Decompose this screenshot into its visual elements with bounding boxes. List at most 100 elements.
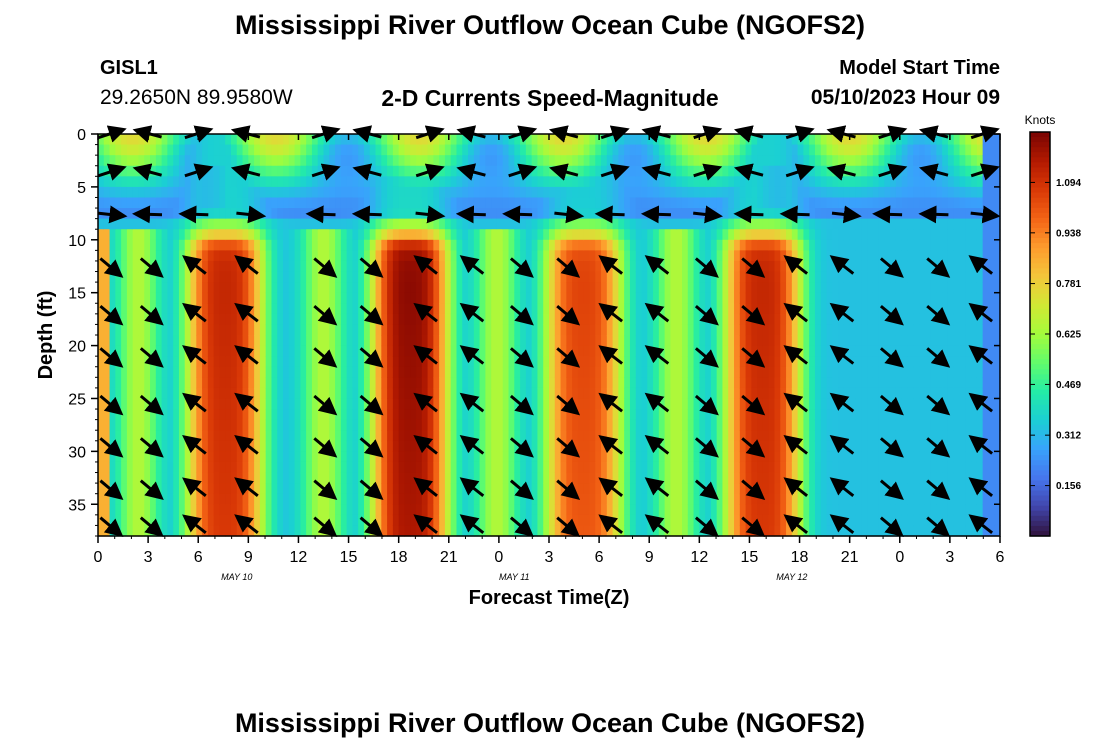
heatmap-cell [230,356,238,368]
heatmap-cell [236,356,244,368]
heatmap-cell [624,483,631,495]
heatmap-cell [653,186,660,199]
heatmap-cell [676,165,683,177]
heatmap-cell [658,250,666,262]
heatmap-cell [329,335,336,347]
heatmap-cell [230,504,238,516]
heatmap-cell [791,229,799,241]
heatmap-cell [277,461,284,474]
heatmap-cell [745,387,752,400]
heatmap-cell [294,303,301,315]
heatmap-cell [734,504,741,516]
heatmap-cell [265,398,273,410]
heatmap-cell [311,356,319,368]
heatmap-cell [838,229,845,241]
heatmap-cell [173,525,180,537]
heatmap-cell [300,525,307,537]
heatmap-cell [739,144,747,156]
heatmap-cell [803,176,810,188]
heatmap-cell [138,409,145,421]
heatmap-cell [485,186,492,199]
heatmap-cell [635,229,643,241]
heatmap-cell [479,335,486,347]
heatmap-cell [259,514,267,527]
heatmap-cell [196,461,203,474]
heatmap-cell [300,271,307,283]
heatmap-cell [462,377,469,389]
heatmap-cell [612,271,619,283]
heatmap-cell [317,525,325,537]
heatmap-cell [173,134,180,146]
heatmap-cell [502,366,510,378]
heatmap-cell [456,440,463,452]
heatmap-cell [456,493,463,505]
heatmap-cell [115,239,122,251]
heatmap-cell [311,377,319,389]
heatmap-cell [392,144,400,156]
heatmap-cell [583,144,591,156]
heatmap-cell [826,514,833,527]
heatmap-cell [832,292,839,304]
heatmap-cell [826,239,833,251]
heatmap-cell [629,313,637,326]
heatmap-cell [491,366,498,378]
heatmap-cell [259,472,267,484]
heatmap-cell [167,504,174,516]
heatmap-cell [716,387,724,400]
heatmap-cell [653,292,660,304]
heatmap-cell [479,472,486,484]
heatmap-cell [722,345,729,357]
heatmap-cell [132,514,140,527]
heatmap-cell [762,377,770,389]
heatmap-cell [248,165,255,177]
heatmap-cell [439,271,446,283]
heatmap-cell [352,472,359,484]
heatmap-cell [213,419,221,431]
heatmap-cell [855,176,862,188]
heatmap-cell [855,197,862,209]
heatmap-cell [358,218,365,230]
heatmap-cell [352,377,359,389]
heatmap-cell [433,493,440,505]
heatmap-cell [739,451,747,463]
heatmap-cell [814,165,822,177]
heatmap-cell [323,155,330,167]
heatmap-cell [809,197,816,209]
heatmap-cell [155,282,163,294]
heatmap-cell [236,229,244,241]
heatmap-cell [681,165,689,177]
heatmap-cell [479,144,486,156]
heatmap-cell [849,461,857,474]
heatmap-cell [248,218,255,230]
heatmap-cell [439,504,446,516]
heatmap-cell [190,229,197,241]
heatmap-cell [491,282,498,294]
heatmap-cell [543,409,550,421]
heatmap-cell [219,377,226,389]
heatmap-cell [306,292,313,304]
heatmap-cell [658,451,666,463]
heatmap-cell [115,430,122,442]
heatmap-cell [306,398,313,410]
heatmap-cell [109,144,116,156]
heatmap-cell [814,419,822,431]
heatmap-cell [404,440,411,452]
heatmap-cell [369,472,377,484]
heatmap-cell [387,324,394,336]
heatmap-cell [687,218,695,230]
heatmap-cell [722,186,729,199]
heatmap-cell [780,260,787,273]
heatmap-cell [774,303,781,315]
heatmap-cell [196,186,203,199]
heatmap-cell [485,430,492,442]
heatmap-cell [265,134,273,146]
heatmap-cell [126,165,134,177]
heatmap-cell [138,472,145,484]
heatmap-cell [791,366,799,378]
heatmap-cell [439,176,446,188]
heatmap-cell [595,525,602,537]
heatmap-cell [392,419,400,431]
heatmap-cell [797,430,805,442]
heatmap-cell [774,239,781,251]
heatmap-cell [681,377,689,389]
